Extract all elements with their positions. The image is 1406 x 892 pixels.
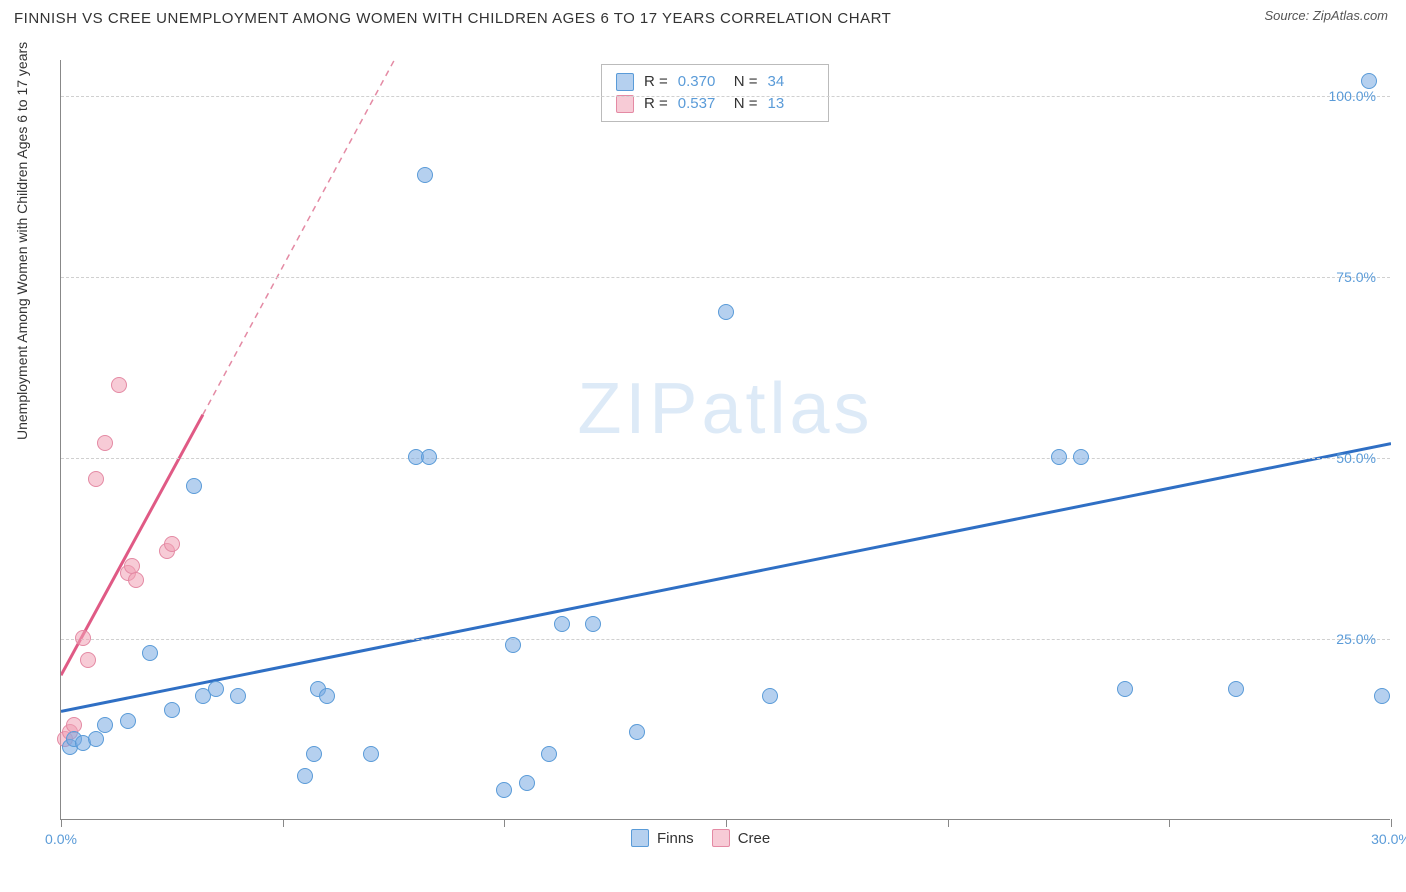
legend-label-cree: Cree (738, 830, 771, 847)
gridline (61, 639, 1390, 640)
finns-point (417, 167, 433, 183)
stats-row-finns: R = 0.370 N = 34 (616, 71, 814, 93)
finns-point (496, 782, 512, 798)
gridline (61, 277, 1390, 278)
finns-point (505, 637, 521, 653)
x-tick (948, 819, 949, 827)
x-tick-label: 0.0% (45, 831, 77, 847)
stats-r-label: R = (644, 71, 668, 93)
stats-box: R = 0.370 N = 34 R = 0.537 N = 13 (601, 64, 829, 122)
finns-point (120, 713, 136, 729)
cree-point (111, 377, 127, 393)
swatch-cree-icon (616, 95, 634, 113)
stats-r-finns: 0.370 (678, 71, 724, 93)
finns-point (629, 724, 645, 740)
legend-item-finns: Finns (631, 829, 694, 847)
x-tick (1169, 819, 1170, 827)
finns-point (306, 746, 322, 762)
plot-area: ZIPatlas R = 0.370 N = 34 R = 0.537 N = … (60, 60, 1390, 820)
y-axis-label: Unemployment Among Women with Children A… (14, 42, 30, 440)
finns-point (1374, 688, 1390, 704)
finns-point (319, 688, 335, 704)
stats-n-finns: 34 (768, 71, 814, 93)
source-label: Source: ZipAtlas.com (1264, 8, 1388, 23)
y-tick-label: 50.0% (1336, 450, 1376, 466)
cree-point (75, 630, 91, 646)
finns-point (97, 717, 113, 733)
swatch-finns-icon (616, 73, 634, 91)
gridline (61, 458, 1390, 459)
cree-point (88, 471, 104, 487)
finns-point (142, 645, 158, 661)
x-tick (504, 819, 505, 827)
x-tick (61, 819, 62, 827)
legend-item-cree: Cree (712, 829, 771, 847)
finns-point (297, 768, 313, 784)
x-tick-label: 30.0% (1371, 831, 1406, 847)
swatch-finns-icon (631, 829, 649, 847)
finns-point (762, 688, 778, 704)
y-tick-label: 25.0% (1336, 631, 1376, 647)
chart-title: FINNISH VS CREE UNEMPLOYMENT AMONG WOMEN… (14, 10, 891, 27)
trend-lines (61, 60, 1391, 820)
finns-point (164, 702, 180, 718)
x-tick (726, 819, 727, 827)
swatch-cree-icon (712, 829, 730, 847)
finns-point (363, 746, 379, 762)
stats-n-label: N = (734, 71, 758, 93)
finns-point (519, 775, 535, 791)
finns-point (718, 304, 734, 320)
finns-point (1073, 449, 1089, 465)
finns-point (88, 731, 104, 747)
finns-point (1228, 681, 1244, 697)
legend-bottom: Finns Cree (631, 829, 770, 847)
finns-point (421, 449, 437, 465)
finns-point (554, 616, 570, 632)
gridline (61, 96, 1390, 97)
cree-point (164, 536, 180, 552)
x-tick (1391, 819, 1392, 827)
cree-point (97, 435, 113, 451)
finns-point (230, 688, 246, 704)
finns-point (541, 746, 557, 762)
legend-label-finns: Finns (657, 830, 694, 847)
watermark: ZIPatlas (577, 368, 873, 450)
cree-point (80, 652, 96, 668)
finns-point (1361, 73, 1377, 89)
finns-point (585, 616, 601, 632)
cree-point (128, 572, 144, 588)
y-tick-label: 75.0% (1336, 269, 1376, 285)
finns-point (1117, 681, 1133, 697)
finns-point (186, 478, 202, 494)
x-tick (283, 819, 284, 827)
y-tick-label: 100.0% (1329, 88, 1376, 104)
finns-point (208, 681, 224, 697)
finns-point (1051, 449, 1067, 465)
